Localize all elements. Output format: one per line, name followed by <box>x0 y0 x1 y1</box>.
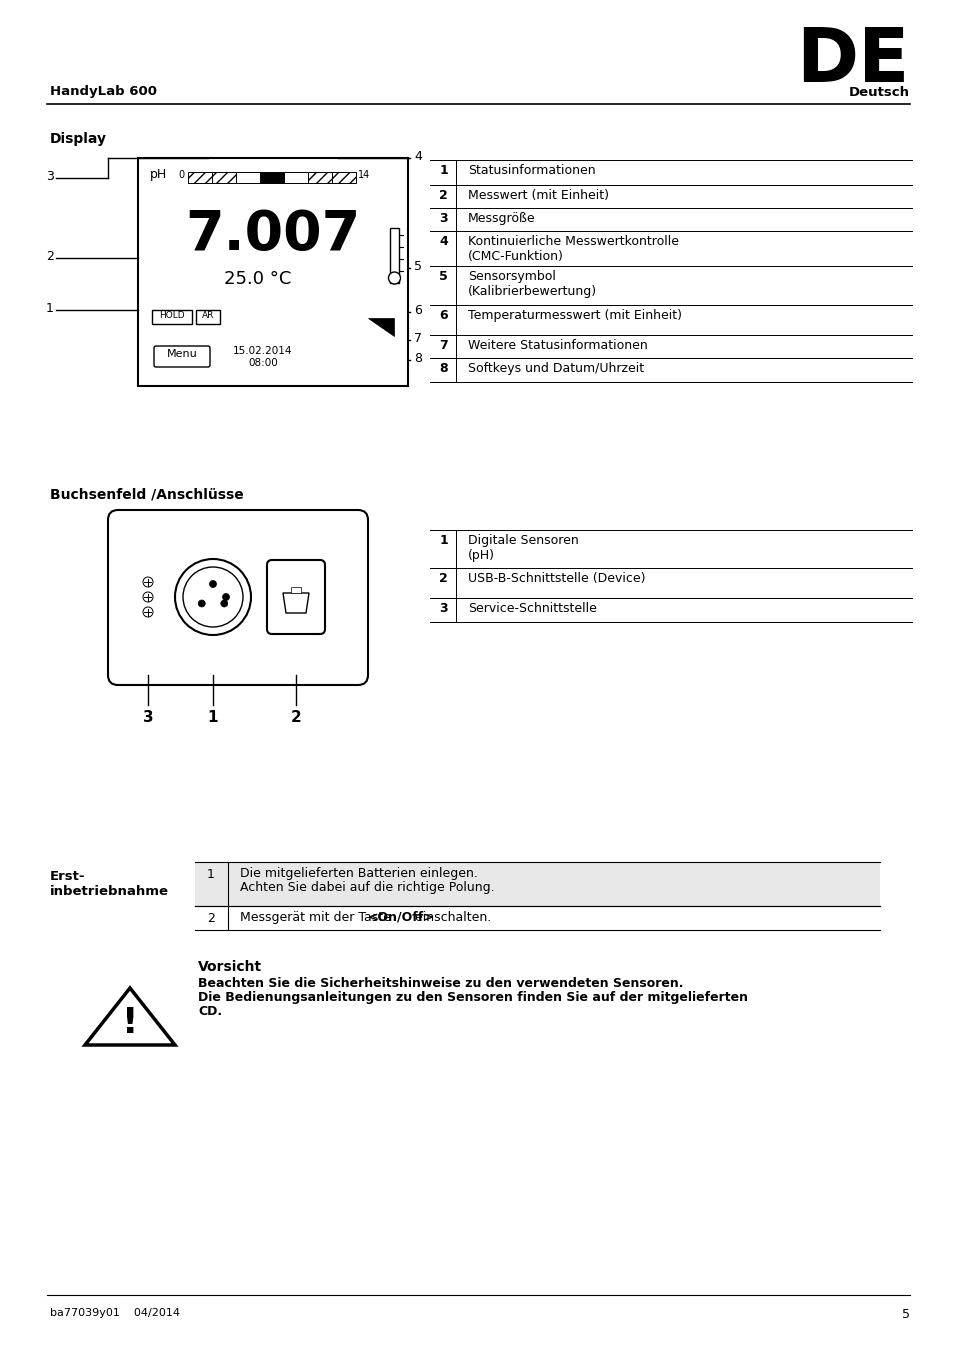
Bar <box>138 158 408 386</box>
Text: 5: 5 <box>438 270 448 284</box>
Circle shape <box>220 599 228 608</box>
Text: Achten Sie dabei auf die richtige Polung.: Achten Sie dabei auf die richtige Polung… <box>240 882 494 894</box>
Text: AR: AR <box>202 310 214 320</box>
Text: Display: Display <box>50 132 107 146</box>
Text: HandyLab 600: HandyLab 600 <box>50 85 157 99</box>
Text: Beachten Sie die Sicherheitshinweise zu den verwendeten Sensoren.: Beachten Sie die Sicherheitshinweise zu … <box>198 977 682 990</box>
Text: 1: 1 <box>438 163 448 177</box>
FancyBboxPatch shape <box>267 560 325 634</box>
Text: !: ! <box>122 1006 138 1040</box>
Polygon shape <box>283 593 309 613</box>
Text: Die mitgelieferten Batterien einlegen.: Die mitgelieferten Batterien einlegen. <box>240 867 477 880</box>
Text: 8: 8 <box>439 362 448 375</box>
Bar <box>284 171 308 184</box>
Text: 4: 4 <box>414 150 421 162</box>
Text: 1: 1 <box>438 535 448 547</box>
FancyBboxPatch shape <box>108 510 368 684</box>
Text: HOLD: HOLD <box>159 310 185 320</box>
Text: Statusinformationen: Statusinformationen <box>468 163 595 177</box>
Bar <box>332 171 355 184</box>
Text: 3: 3 <box>439 602 448 616</box>
Bar <box>195 310 220 324</box>
Circle shape <box>183 567 243 626</box>
Text: 3: 3 <box>143 710 153 725</box>
Text: 2: 2 <box>207 913 214 925</box>
Circle shape <box>143 576 152 587</box>
Text: 8: 8 <box>414 351 421 364</box>
Text: 3: 3 <box>46 170 54 182</box>
Text: 0: 0 <box>178 170 184 180</box>
Text: Service-Schnittstelle: Service-Schnittstelle <box>468 602 597 616</box>
Text: CD.: CD. <box>198 1004 222 1018</box>
Bar <box>291 587 301 593</box>
Circle shape <box>210 580 216 587</box>
Text: 25.0 °C: 25.0 °C <box>224 270 292 288</box>
Text: Digitale Sensoren
(pH): Digitale Sensoren (pH) <box>468 535 578 562</box>
Text: Kontinuierliche Messwertkontrolle
(CMC-Funktion): Kontinuierliche Messwertkontrolle (CMC-F… <box>468 235 679 263</box>
Circle shape <box>143 593 152 602</box>
Text: 7: 7 <box>438 339 448 352</box>
Text: 5: 5 <box>901 1308 909 1322</box>
Bar <box>308 171 332 184</box>
Text: 1: 1 <box>207 868 214 882</box>
Text: 2: 2 <box>291 710 301 725</box>
Text: 2: 2 <box>438 189 448 202</box>
Text: <On/Off>: <On/Off> <box>367 911 434 923</box>
Text: 1: 1 <box>208 710 218 725</box>
Text: 3: 3 <box>439 212 448 225</box>
Text: 7.007: 7.007 <box>185 208 360 262</box>
Bar <box>152 310 192 324</box>
Text: Deutsch: Deutsch <box>848 85 909 99</box>
Text: 2: 2 <box>438 572 448 585</box>
Text: 6: 6 <box>439 309 448 323</box>
Text: Softkeys und Datum/Uhrzeit: Softkeys und Datum/Uhrzeit <box>468 362 643 375</box>
Text: 15.02.2014: 15.02.2014 <box>233 346 293 356</box>
Circle shape <box>222 594 230 601</box>
Text: ba77039y01    04/2014: ba77039y01 04/2014 <box>50 1308 180 1318</box>
Text: 5: 5 <box>414 259 421 273</box>
Circle shape <box>388 271 400 284</box>
Circle shape <box>143 608 152 617</box>
Circle shape <box>174 559 251 634</box>
Polygon shape <box>85 988 174 1045</box>
Text: Weitere Statusinformationen: Weitere Statusinformationen <box>468 339 647 352</box>
Text: Erst-
inbetriebnahme: Erst- inbetriebnahme <box>50 869 169 898</box>
Polygon shape <box>368 319 394 336</box>
Text: Die Bedienungsanleitungen zu den Sensoren finden Sie auf der mitgelieferten: Die Bedienungsanleitungen zu den Sensore… <box>198 991 747 1004</box>
Text: USB-B-Schnittstelle (Device): USB-B-Schnittstelle (Device) <box>468 572 645 585</box>
FancyBboxPatch shape <box>153 346 210 367</box>
Text: Messwert (mit Einheit): Messwert (mit Einheit) <box>468 189 608 202</box>
Text: pH: pH <box>150 167 167 181</box>
Text: Sensorsymbol
(Kalibrierbewertung): Sensorsymbol (Kalibrierbewertung) <box>468 270 597 298</box>
Circle shape <box>198 599 205 608</box>
Text: Messgröße: Messgröße <box>468 212 535 225</box>
Text: 6: 6 <box>414 304 421 316</box>
Text: Temperaturmesswert (mit Einheit): Temperaturmesswert (mit Einheit) <box>468 309 681 323</box>
Text: 2: 2 <box>46 250 54 262</box>
Bar <box>390 228 398 284</box>
Text: einschalten.: einschalten. <box>411 911 491 923</box>
Bar <box>194 863 879 906</box>
Text: Menu: Menu <box>167 350 197 359</box>
Text: 08:00: 08:00 <box>248 358 277 369</box>
Text: Vorsicht: Vorsicht <box>198 960 262 973</box>
Text: Buchsenfeld /Anschlüsse: Buchsenfeld /Anschlüsse <box>50 487 244 502</box>
Text: 14: 14 <box>357 170 370 180</box>
Text: 7: 7 <box>414 332 421 344</box>
Bar <box>260 171 284 184</box>
Text: 4: 4 <box>438 235 448 248</box>
Text: DE: DE <box>796 26 909 99</box>
Text: 1: 1 <box>46 301 54 315</box>
Text: Messgerät mit der Taste: Messgerät mit der Taste <box>240 911 395 923</box>
Bar <box>188 171 212 184</box>
Bar <box>212 171 235 184</box>
Bar <box>235 171 260 184</box>
